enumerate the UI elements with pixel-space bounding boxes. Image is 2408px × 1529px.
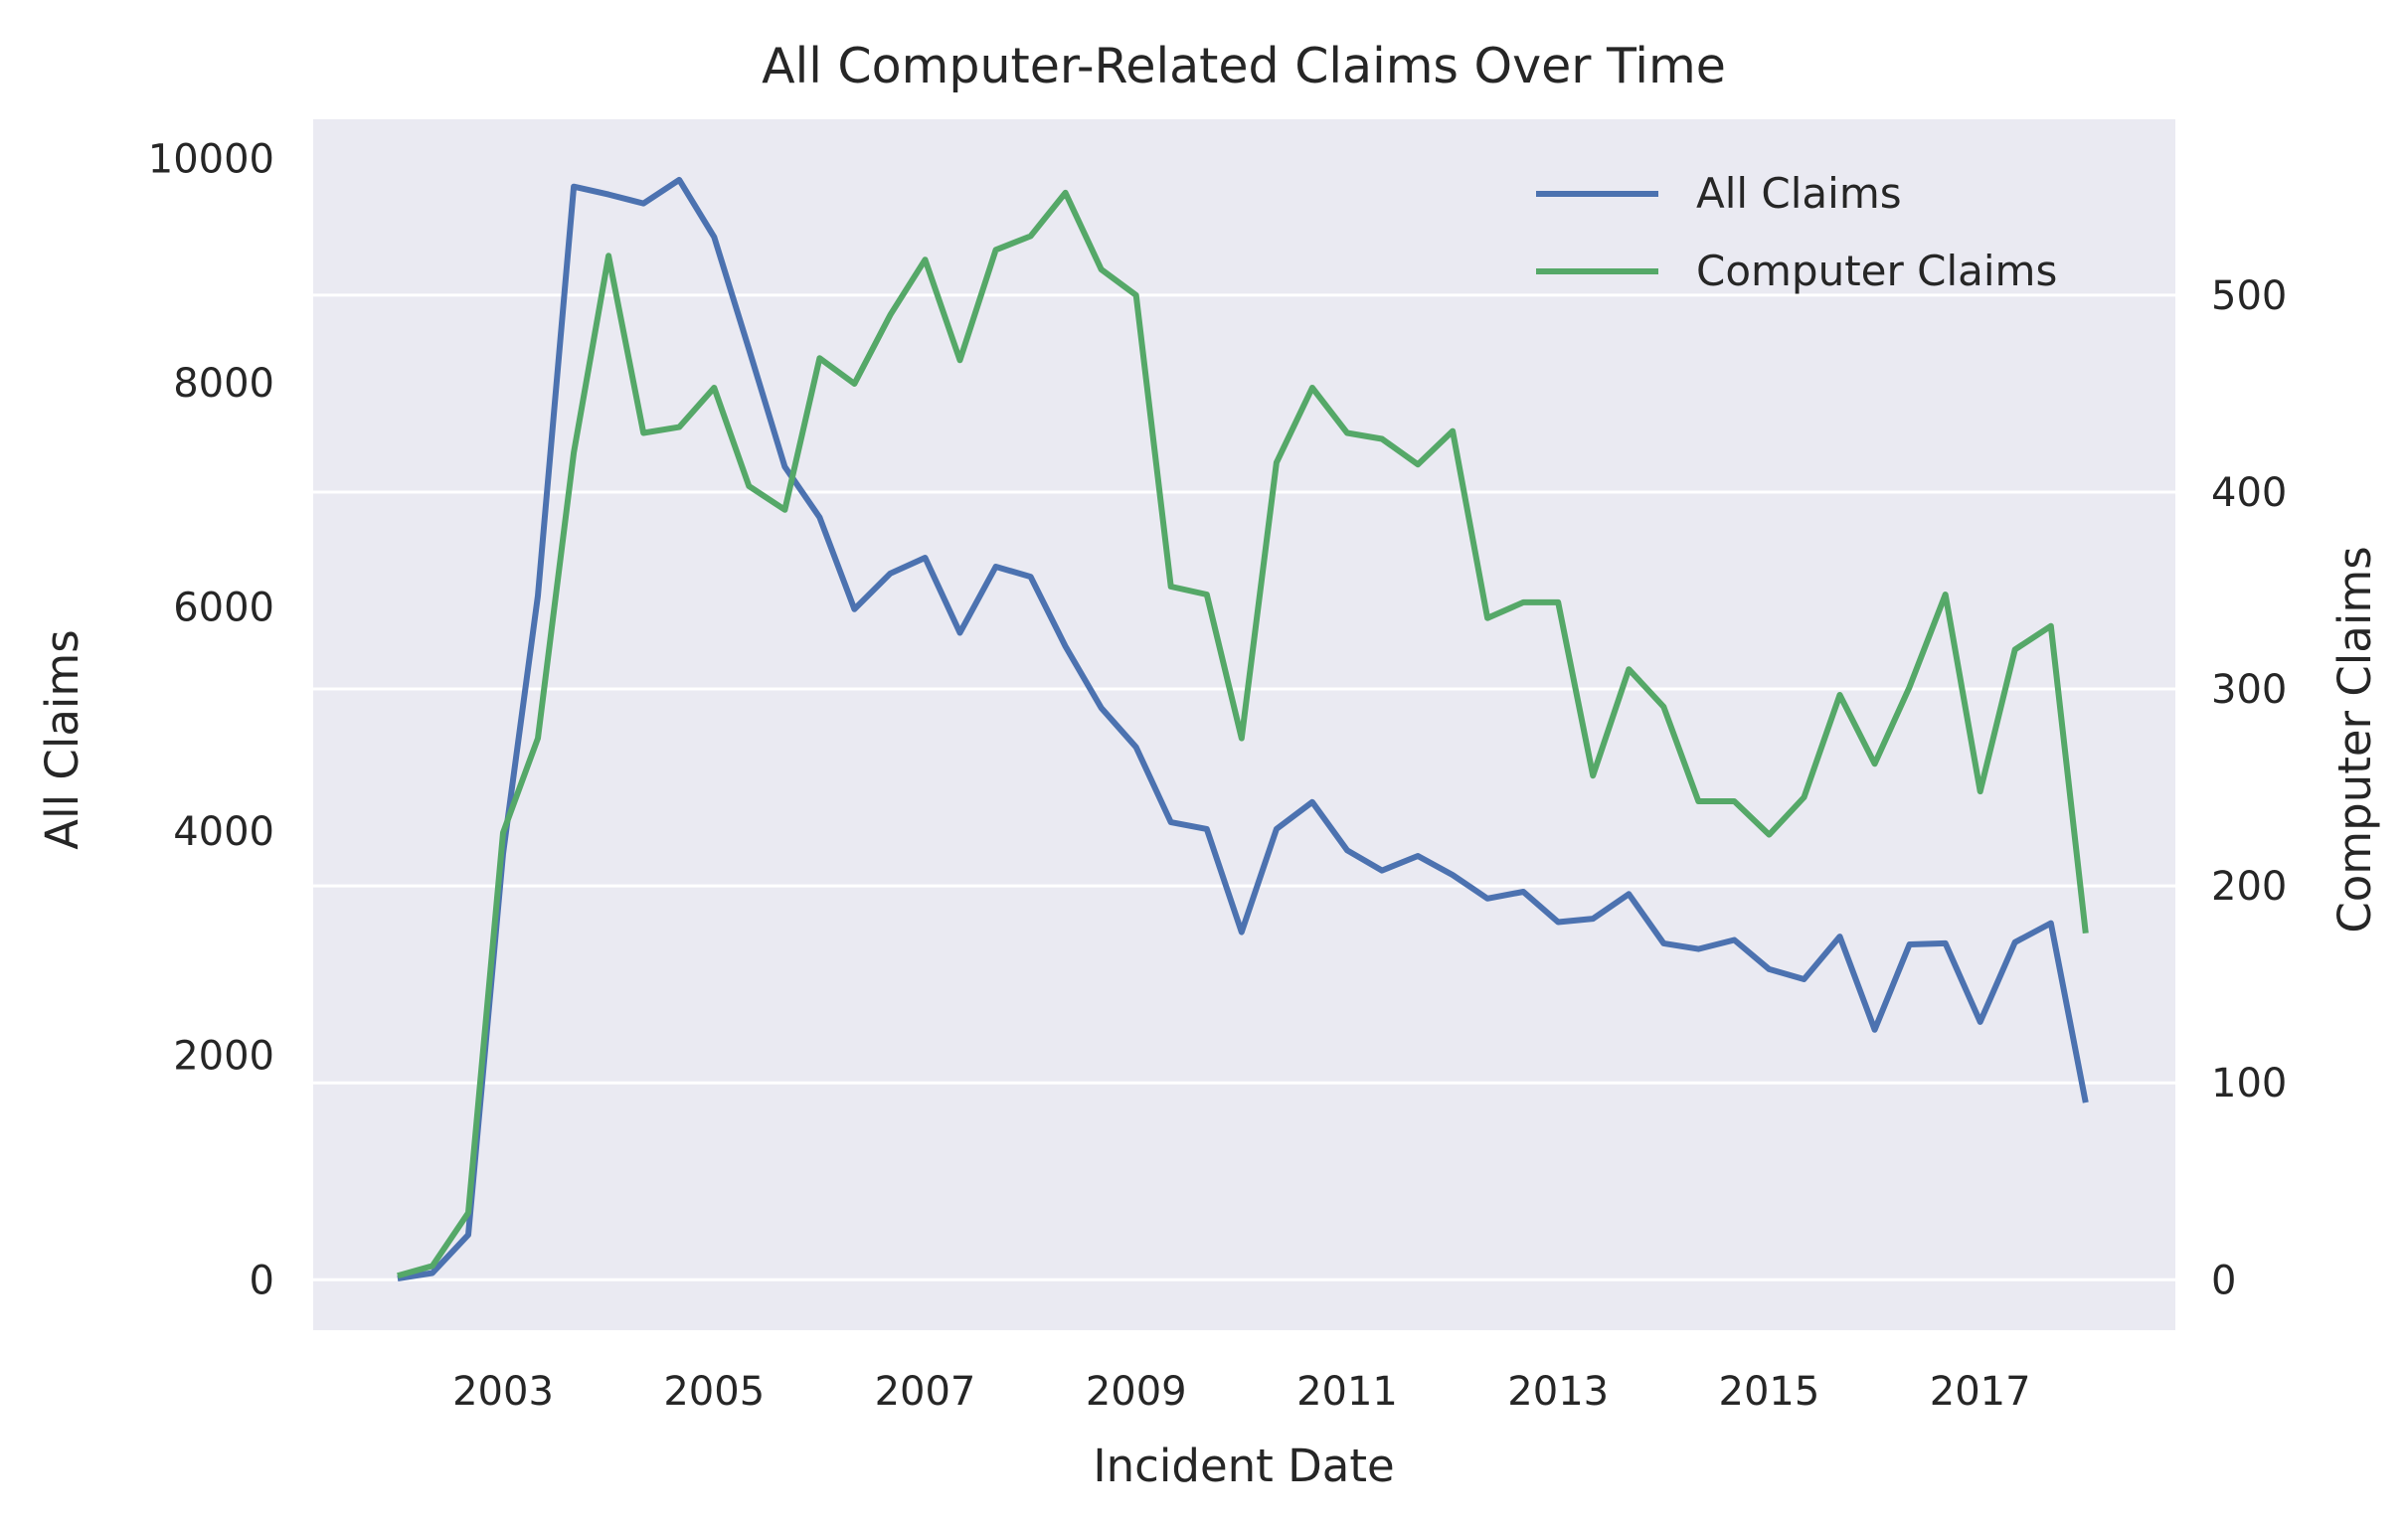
x-tick-label: 2017 — [1930, 1369, 2031, 1415]
legend: All Claims Computer Claims — [1536, 169, 2057, 295]
x-tick-label: 2005 — [663, 1369, 765, 1415]
x-tick-label: 2013 — [1507, 1369, 1609, 1415]
y-left-tick-label: 2000 — [173, 1034, 274, 1080]
x-tick-label: 2007 — [875, 1369, 976, 1415]
y-right-tick-label: 0 — [2211, 1258, 2236, 1303]
y-left-tick-label: 6000 — [173, 586, 274, 631]
y-right-tick-label: 300 — [2211, 667, 2287, 713]
y-right-tick-label: 200 — [2211, 864, 2287, 910]
x-tick-label: 2003 — [452, 1369, 554, 1415]
chart-title: All Computer-Related Claims Over Time — [762, 38, 1726, 94]
x-axis-title: Incident Date — [1093, 1440, 1394, 1492]
y-left-tick-label: 4000 — [173, 809, 274, 855]
x-tick-label: 2011 — [1296, 1369, 1398, 1415]
y-right-tick-label: 400 — [2211, 470, 2287, 516]
legend-label-computer-claims: Computer Claims — [1696, 247, 2057, 295]
x-axis-ticks: 2003 2005 2007 2009 2011 2013 2015 2017 — [452, 1369, 2030, 1415]
y-right-tick-label: 500 — [2211, 273, 2287, 319]
legend-label-all-claims: All Claims — [1696, 169, 1902, 218]
y-left-tick-label: 0 — [250, 1258, 274, 1303]
y-right-axis-title: Computer Claims — [2328, 546, 2381, 933]
x-tick-label: 2015 — [1719, 1369, 1820, 1415]
y-right-tick-label: 100 — [2211, 1061, 2287, 1106]
y-left-tick-label: 8000 — [173, 361, 274, 407]
series-lines — [397, 176, 2089, 1282]
x-tick-label: 2009 — [1086, 1369, 1187, 1415]
series-line-all-claims — [397, 176, 2089, 1282]
y-left-axis-ticks: 0 2000 4000 6000 8000 10000 — [148, 136, 274, 1303]
y-left-tick-label: 10000 — [148, 136, 274, 182]
y-left-axis-title: All Claims — [36, 629, 88, 849]
grid-lines — [313, 293, 2175, 1281]
y-right-axis-ticks: 0 100 200 300 400 500 — [2211, 273, 2287, 1303]
series-line-computer-claims — [397, 189, 2089, 1279]
